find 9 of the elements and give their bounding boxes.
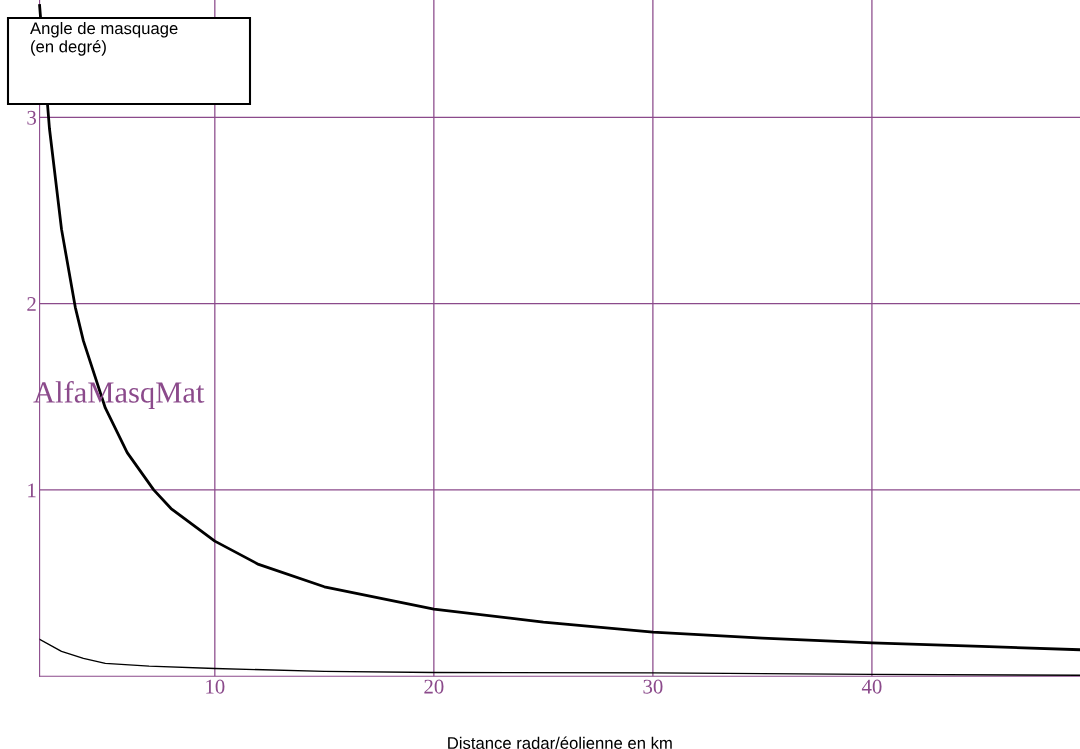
x-tick-label: 10 xyxy=(206,679,225,694)
y-tick-label: 3 xyxy=(27,110,37,125)
y-axis-title: Angle de masquage (en degré) xyxy=(30,22,178,56)
x-tick-label: 20 xyxy=(424,679,444,694)
y-tick-label: 1 xyxy=(28,483,36,498)
y-tick-label: 2 xyxy=(27,297,36,311)
x-tick-label: 30 xyxy=(643,679,663,694)
x-axis-title: Distance radar/éolienne en km xyxy=(448,736,672,749)
x-tick-label: 40 xyxy=(861,679,882,694)
